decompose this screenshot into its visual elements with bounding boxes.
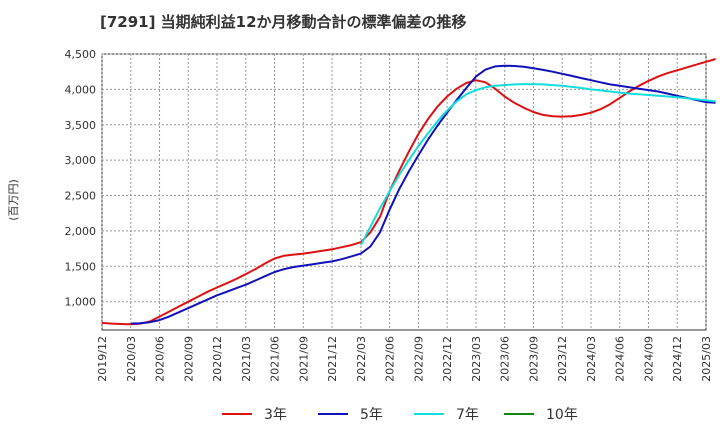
y-tick-label: 3,500 bbox=[65, 119, 97, 132]
series-lines bbox=[101, 58, 716, 326]
legend-label: 5年 bbox=[360, 407, 383, 423]
x-tick-label: 2025/03 bbox=[700, 336, 713, 382]
x-tick-label: 2021/09 bbox=[297, 336, 310, 382]
x-tick-label: 2022/12 bbox=[441, 336, 454, 382]
x-tick-label: 2020/09 bbox=[182, 336, 195, 382]
y-axis-label: (百万円) bbox=[7, 179, 20, 221]
chart-title: [7291] 当期純利益12か月移動合計の標準偏差の推移 bbox=[100, 13, 467, 31]
x-tick-label: 2024/12 bbox=[671, 336, 684, 382]
legend-label: 7年 bbox=[456, 407, 479, 423]
y-tick-label: 3,000 bbox=[65, 154, 97, 167]
x-tick-label: 2023/09 bbox=[527, 336, 540, 382]
series-line-2 bbox=[130, 64, 716, 325]
y-tick-label: 4,000 bbox=[65, 83, 97, 96]
x-tick-label: 2021/03 bbox=[240, 336, 253, 382]
y-tick-label: 1,500 bbox=[65, 260, 97, 273]
x-tick-label: 2019/12 bbox=[96, 336, 109, 382]
x-tick-label: 2020/06 bbox=[154, 336, 167, 382]
x-tick-label: 2024/06 bbox=[614, 336, 627, 382]
y-axis-ticks: 1,000 1,500 2,000 2,500 3,000 3,500 4,000 4,500 bbox=[65, 48, 97, 309]
x-tick-label: 2024/09 bbox=[642, 336, 655, 382]
x-tick-label: 2020/03 bbox=[125, 336, 138, 382]
x-axis-ticks: 2019/12 2020/03 2020/06 2020/09 2020/12 2021/… bbox=[96, 336, 713, 382]
x-tick-label: 2020/12 bbox=[211, 336, 224, 382]
y-tick-label: 4,500 bbox=[65, 48, 97, 61]
series-line-3 bbox=[360, 83, 716, 246]
legend-item: 10年 bbox=[504, 407, 578, 423]
x-tick-label: 2021/06 bbox=[269, 336, 282, 382]
series-line-1 bbox=[101, 58, 716, 326]
legend-item: 3年 bbox=[222, 407, 287, 423]
y-tick-label: 2,000 bbox=[65, 225, 97, 238]
legend: 3年 5年 7年 10年 bbox=[222, 407, 578, 423]
x-tick-label: 2023/06 bbox=[499, 336, 512, 382]
plot-area bbox=[101, 53, 707, 331]
x-tick-label: 2022/06 bbox=[384, 336, 397, 382]
y-tick-label: 2,500 bbox=[65, 190, 97, 203]
legend-label: 3年 bbox=[264, 407, 287, 423]
x-tick-label: 2024/03 bbox=[585, 336, 598, 382]
x-tick-label: 2023/12 bbox=[556, 336, 569, 382]
legend-item: 5年 bbox=[318, 407, 383, 423]
y-tick-label: 1,000 bbox=[65, 296, 97, 309]
x-tick-label: 2022/09 bbox=[412, 336, 425, 382]
x-tick-label: 2022/03 bbox=[355, 336, 368, 382]
x-tick-label: 2023/03 bbox=[470, 336, 483, 382]
legend-item: 7年 bbox=[414, 407, 479, 423]
legend-label: 10年 bbox=[546, 407, 578, 423]
x-tick-label: 2021/12 bbox=[326, 336, 339, 382]
